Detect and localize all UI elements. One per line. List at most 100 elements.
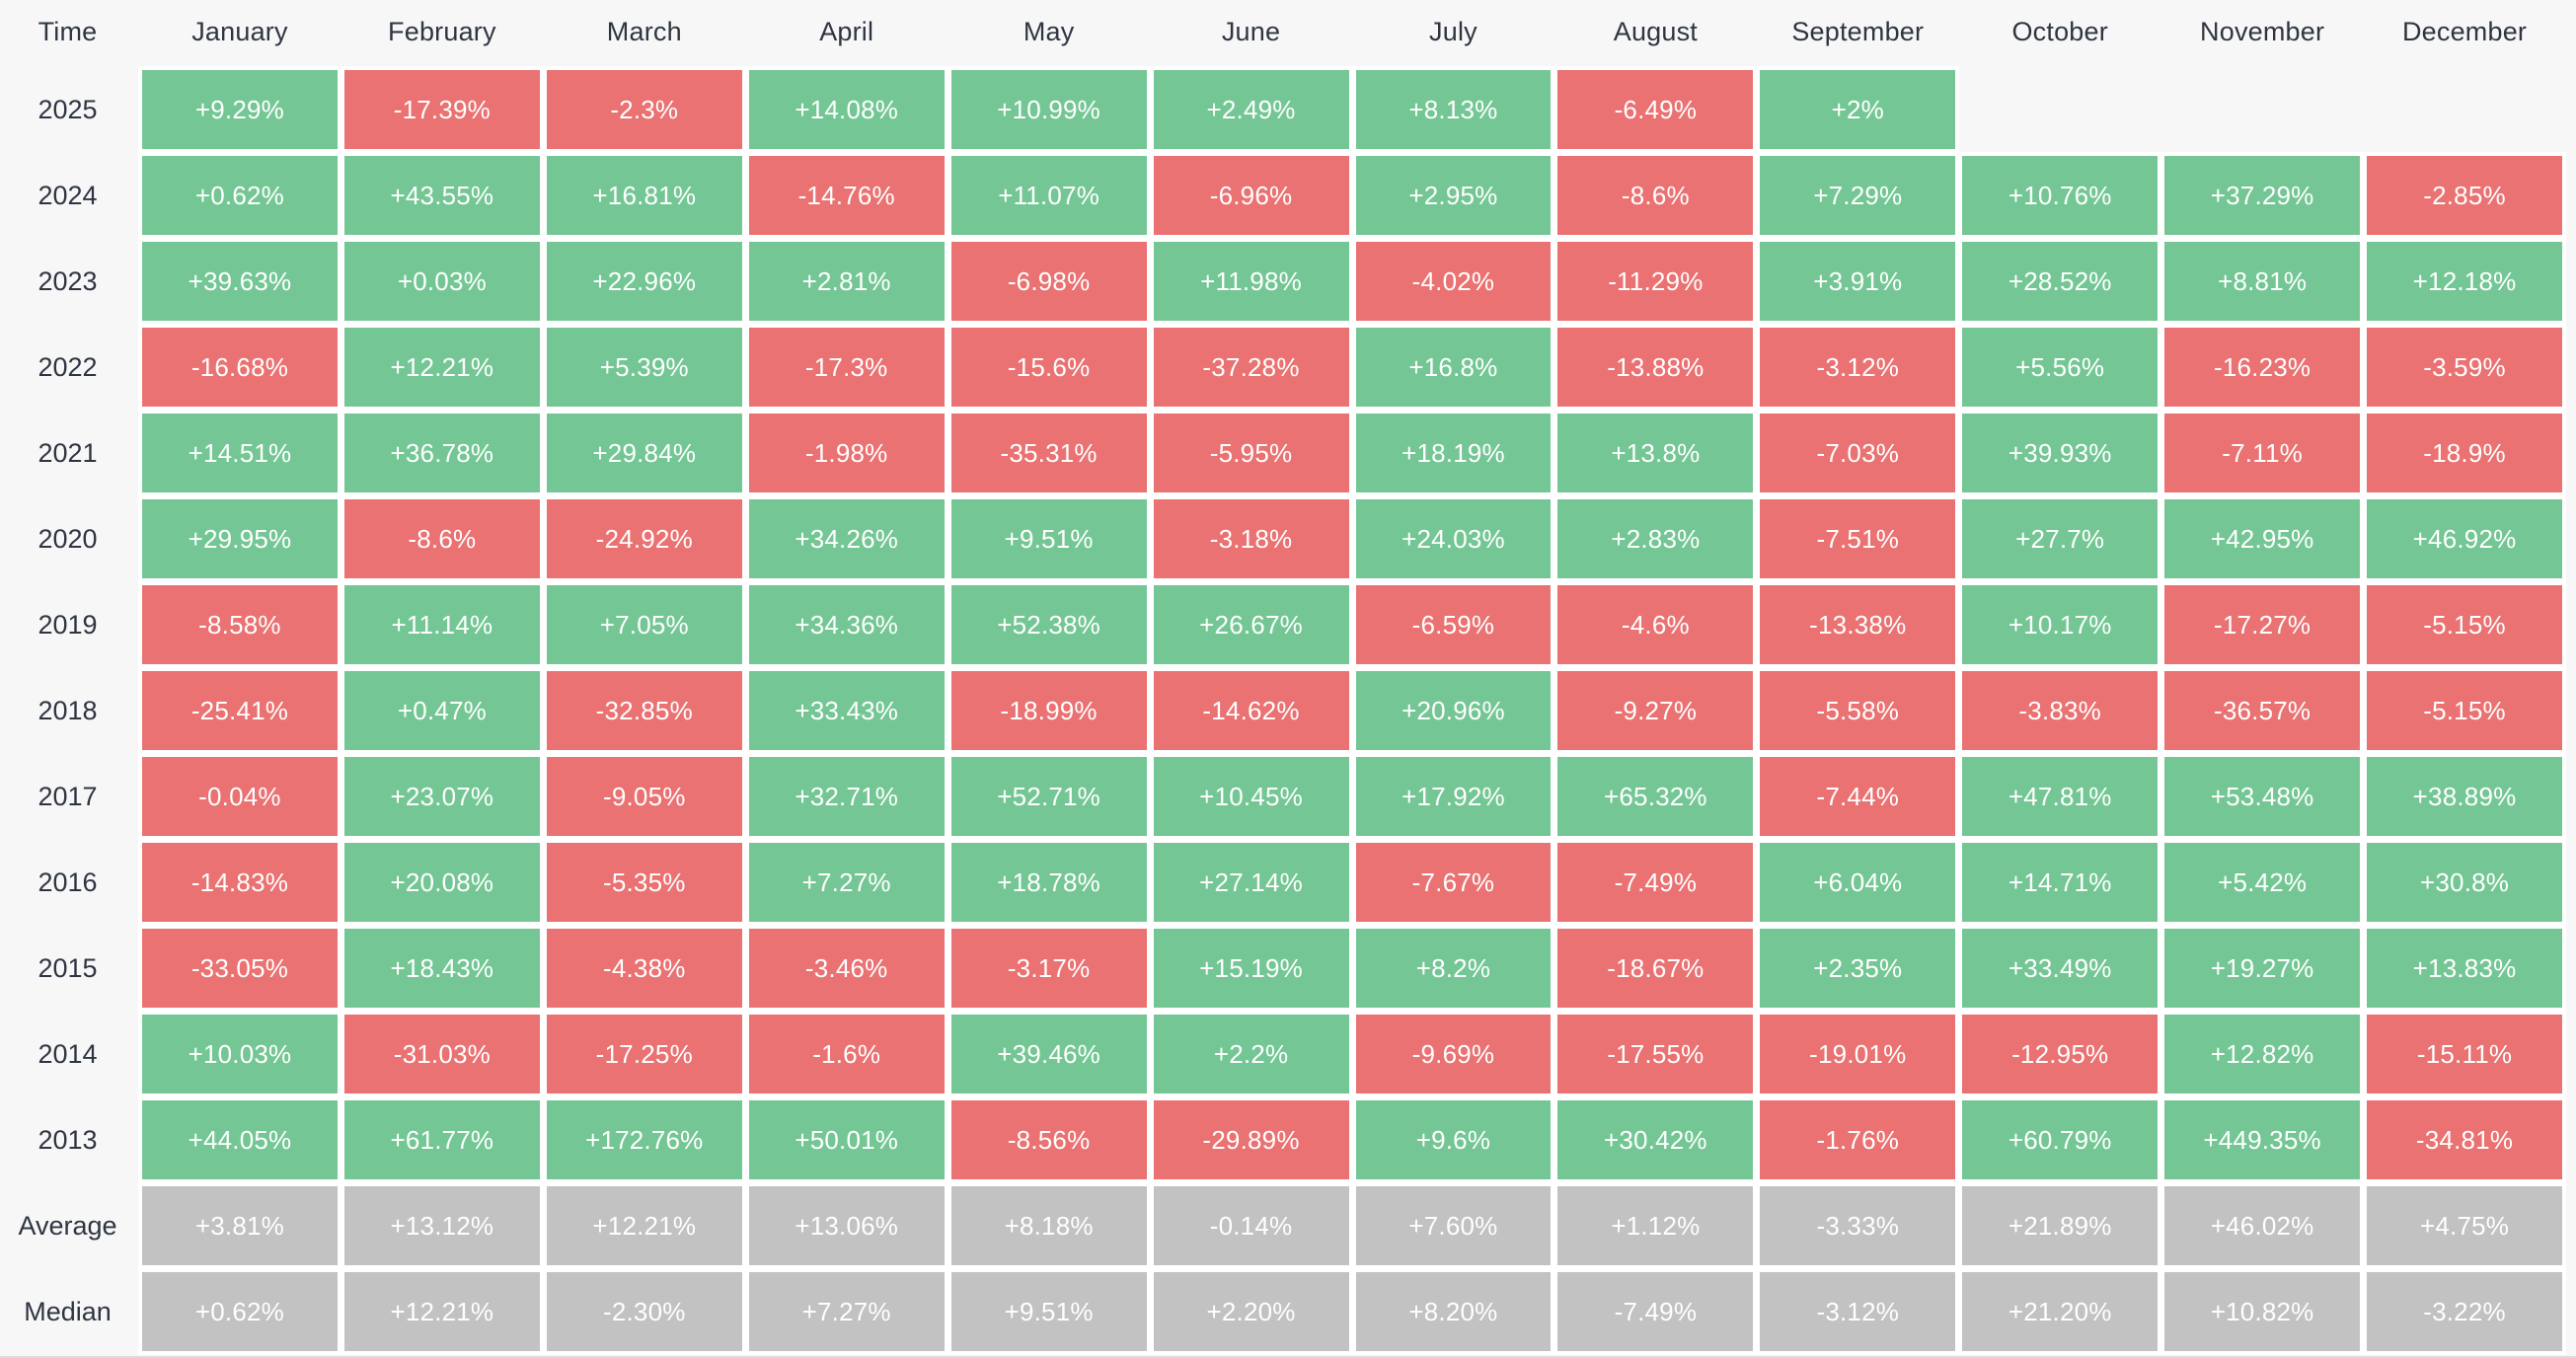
cell-2013-march: +172.76%: [546, 1100, 742, 1179]
row-label-2022: 2022: [38, 351, 98, 382]
cell-2023-october: +28.52%: [1962, 242, 2159, 321]
cell-2013-september: -1.76%: [1760, 1100, 1956, 1179]
cell-2022-december: -3.59%: [2367, 328, 2562, 407]
cell-median-september: -3.12%: [1760, 1272, 1956, 1351]
cell-2020-february: -8.6%: [343, 499, 540, 578]
cell-2021-april: -1.98%: [748, 414, 945, 492]
cell-2024-april: -14.76%: [748, 156, 945, 235]
column-header-november: November: [2200, 16, 2325, 46]
column-header-december: December: [2401, 16, 2528, 46]
cell-2018-september: -5.58%: [1760, 671, 1956, 750]
cell-2024-may: +11.07%: [950, 156, 1147, 235]
cell-2021-june: -5.95%: [1153, 414, 1349, 492]
cell-2024-june: -6.96%: [1153, 156, 1349, 235]
cell-2013-february: +61.77%: [343, 1100, 540, 1179]
cell-2017-august: +65.32%: [1557, 757, 1754, 836]
cell-2014-march: -17.25%: [546, 1015, 742, 1094]
cell-2015-april: -3.46%: [748, 929, 945, 1008]
cell-2021-may: -35.31%: [950, 414, 1147, 492]
cell-2016-march: -5.35%: [546, 843, 742, 922]
bottom-divider: [0, 1356, 2576, 1358]
cell-2015-december: +13.83%: [2367, 929, 2562, 1008]
cell-2015-may: -3.17%: [950, 929, 1147, 1008]
cell-2023-january: +39.63%: [142, 242, 338, 321]
cell-2017-march: -9.05%: [546, 757, 742, 836]
cell-2025-april: +14.08%: [748, 70, 945, 149]
cell-2024-january: +0.62%: [142, 156, 338, 235]
cell-2022-october: +5.56%: [1962, 328, 2159, 407]
cell-2020-june: -3.18%: [1153, 499, 1349, 578]
cell-2016-december: +30.8%: [2367, 843, 2562, 922]
cell-2020-may: +9.51%: [950, 499, 1147, 578]
cell-2021-january: +14.51%: [142, 414, 338, 492]
cell-median-january: +0.62%: [142, 1272, 338, 1351]
cell-average-april: +13.06%: [748, 1186, 945, 1265]
cell-2023-december: +12.18%: [2367, 242, 2562, 321]
cell-2017-september: -7.44%: [1760, 757, 1956, 836]
cell-2016-june: +27.14%: [1153, 843, 1349, 922]
cell-2018-july: +20.96%: [1355, 671, 1552, 750]
cell-2017-may: +52.71%: [950, 757, 1147, 836]
cell-2018-february: +0.47%: [343, 671, 540, 750]
cell-2022-june: -37.28%: [1153, 328, 1349, 407]
cell-2024-february: +43.55%: [343, 156, 540, 235]
cell-2023-september: +3.91%: [1760, 242, 1956, 321]
cell-2021-november: -7.11%: [2164, 414, 2361, 492]
row-label-2020: 2020: [38, 523, 98, 554]
cell-2015-august: -18.67%: [1557, 929, 1754, 1008]
cell-median-october: +21.20%: [1962, 1272, 2159, 1351]
column-header-september: September: [1791, 16, 1925, 46]
cell-2024-october: +10.76%: [1962, 156, 2159, 235]
cell-2014-december: -15.11%: [2367, 1015, 2562, 1094]
cell-2019-september: -13.38%: [1760, 585, 1956, 664]
cell-2025-february: -17.39%: [343, 70, 540, 149]
cell-2014-february: -31.03%: [343, 1015, 540, 1094]
cell-2014-april: -1.6%: [748, 1015, 945, 1094]
cell-2018-october: -3.83%: [1962, 671, 2159, 750]
row-label-2014: 2014: [38, 1038, 98, 1069]
cell-2020-march: -24.92%: [546, 499, 742, 578]
cell-2015-july: +8.2%: [1355, 929, 1552, 1008]
cell-2014-september: -19.01%: [1760, 1015, 1956, 1094]
cell-2023-may: -6.98%: [950, 242, 1147, 321]
cell-2014-june: +2.2%: [1153, 1015, 1349, 1094]
cell-2019-august: -4.6%: [1557, 585, 1754, 664]
row-label-2021: 2021: [38, 437, 98, 468]
cell-2014-november: +12.82%: [2164, 1015, 2361, 1094]
cell-2015-june: +15.19%: [1153, 929, 1349, 1008]
cell-2016-february: +20.08%: [343, 843, 540, 922]
cell-2013-july: +9.6%: [1355, 1100, 1552, 1179]
cell-2020-december: +46.92%: [2367, 499, 2562, 578]
cell-2015-january: -33.05%: [142, 929, 338, 1008]
cell-median-may: +9.51%: [950, 1272, 1147, 1351]
cell-average-may: +8.18%: [950, 1186, 1147, 1265]
cell-2021-february: +36.78%: [343, 414, 540, 492]
cell-median-december: -3.22%: [2367, 1272, 2562, 1351]
cell-2025-october: [1962, 70, 2158, 149]
cell-2016-august: -7.49%: [1557, 843, 1754, 922]
column-header-march: March: [606, 16, 682, 46]
cell-2025-may: +10.99%: [950, 70, 1147, 149]
cell-2013-may: -8.56%: [950, 1100, 1147, 1179]
cell-average-january: +3.81%: [142, 1186, 338, 1265]
cell-2024-september: +7.29%: [1760, 156, 1956, 235]
cell-median-august: -7.49%: [1557, 1272, 1754, 1351]
cell-2015-march: -4.38%: [546, 929, 742, 1008]
row-label-2018: 2018: [38, 695, 98, 725]
cell-2021-september: -7.03%: [1760, 414, 1956, 492]
cell-2018-june: -14.62%: [1153, 671, 1349, 750]
cell-2022-may: -15.6%: [950, 328, 1147, 407]
cell-2016-november: +5.42%: [2164, 843, 2361, 922]
cell-2019-october: +10.17%: [1962, 585, 2159, 664]
cell-2021-march: +29.84%: [546, 414, 742, 492]
cell-median-november: +10.82%: [2164, 1272, 2361, 1351]
cell-2019-july: -6.59%: [1355, 585, 1552, 664]
cell-2019-may: +52.38%: [950, 585, 1147, 664]
column-header-time: Time: [38, 16, 98, 46]
cell-2016-may: +18.78%: [950, 843, 1147, 922]
row-label-2016: 2016: [38, 867, 98, 897]
cell-2025-september: +2%: [1760, 70, 1956, 149]
cell-average-december: +4.75%: [2367, 1186, 2562, 1265]
